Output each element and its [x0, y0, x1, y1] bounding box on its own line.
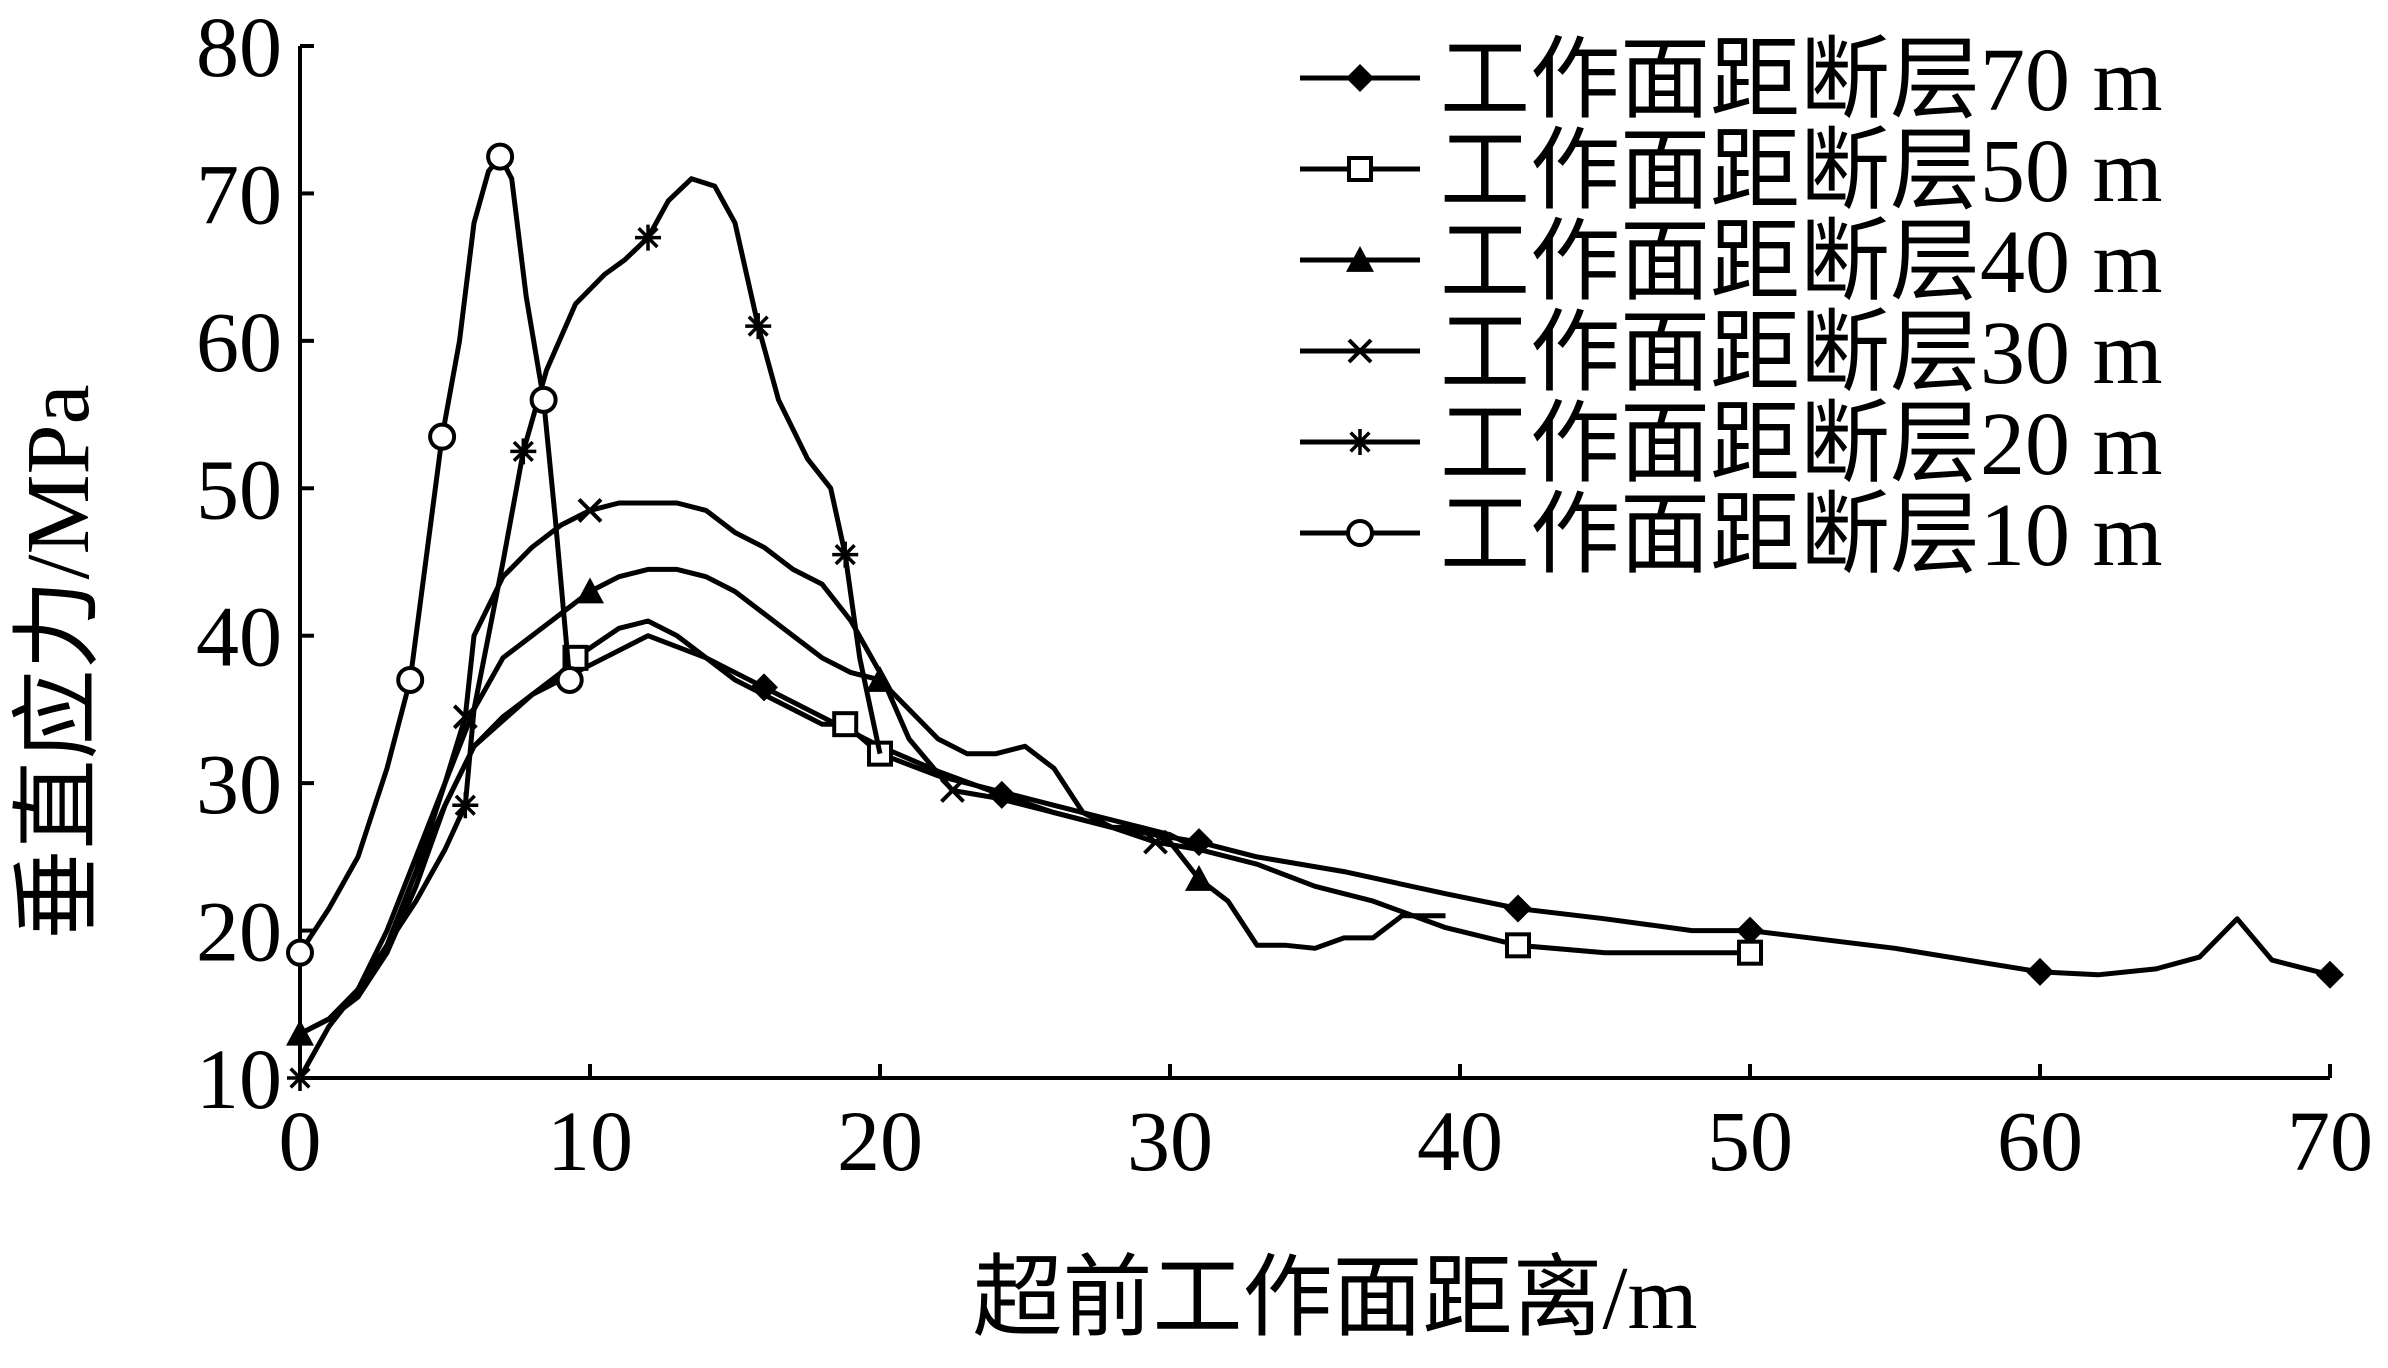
legend-label: 工作面距断层50 m [1440, 122, 2163, 221]
y-tick-label: 10 [196, 1031, 282, 1127]
data-point-cross [1347, 338, 1373, 364]
data-point-asterisk [635, 224, 661, 251]
data-point-triangle [1346, 246, 1374, 272]
data-point-diamond [2026, 957, 2054, 986]
y-tick-label: 70 [196, 146, 282, 242]
data-point-square [832, 711, 859, 738]
data-point-diamond [1504, 894, 1532, 923]
data-point-circle [555, 665, 584, 694]
series-line [298, 500, 1200, 1037]
data-point-circle [1346, 519, 1374, 547]
data-point-circle [428, 422, 457, 451]
x-tick-label: 20 [837, 1093, 923, 1189]
data-point-square [1347, 156, 1373, 182]
x-tick-label: 10 [547, 1093, 633, 1189]
data-point-cross [1143, 829, 1168, 855]
x-tick-label: 50 [1707, 1093, 1793, 1189]
legend-entry: 工作面距断层10 m [1300, 486, 2163, 585]
y-tick-label: 40 [196, 589, 282, 685]
series-1 [298, 633, 2344, 1037]
data-point-circle [396, 665, 425, 694]
data-point-diamond [1346, 64, 1374, 92]
legend-label: 工作面距断层70 m [1440, 31, 2163, 130]
data-point-cross [940, 778, 965, 803]
data-point-triangle [1185, 864, 1213, 891]
series-2 [298, 618, 1763, 1037]
data-point-asterisk [287, 1065, 313, 1091]
x-tick-label: 40 [1417, 1093, 1503, 1189]
y-tick-label: 80 [196, 0, 282, 95]
series-6 [286, 142, 584, 967]
series-line [298, 618, 1750, 1037]
series-5 [287, 176, 883, 1091]
data-point-square [1737, 939, 1763, 966]
y-ticks: 10 20 30 40 50 60 70 80 [196, 0, 314, 1127]
data-point-asterisk [1347, 429, 1373, 455]
series-4 [298, 497, 1200, 1037]
series-line [297, 154, 573, 955]
x-tick-label: 30 [1127, 1093, 1213, 1189]
series-line [298, 633, 2331, 1037]
legend-entry: 工作面距断层40 m [1300, 213, 2163, 312]
legend-label: 工作面距断层30 m [1440, 304, 2163, 403]
x-ticks: 0 10 20 30 40 50 60 70 [279, 1064, 2373, 1189]
x-axis-title: 超前工作面距离/m [972, 1249, 1697, 1348]
data-point-diamond [1736, 916, 1764, 945]
legend-label: 工作面距断层10 m [1440, 486, 2163, 585]
series-line [297, 176, 883, 1080]
legend-entry: 工作面距断层50 m [1300, 122, 2163, 221]
y-axis-title: 垂直应力/MPa [9, 384, 108, 939]
y-tick-label: 60 [196, 294, 282, 390]
data-point-cross [577, 497, 603, 523]
x-tick-label: 60 [1997, 1093, 2083, 1189]
data-point-circle [286, 938, 314, 967]
data-point-circle [486, 142, 515, 171]
y-tick-label: 50 [196, 441, 282, 537]
data-point-asterisk [452, 792, 479, 819]
data-point-diamond [750, 673, 778, 702]
legend-label: 工作面距断层20 m [1440, 395, 2163, 494]
data-point-asterisk [832, 541, 859, 568]
series-3 [286, 566, 1446, 1046]
data-point-diamond [2316, 960, 2344, 989]
legend-entry: 工作面距断层20 m [1300, 395, 2163, 494]
series-layer [286, 142, 2344, 1091]
legend-entry: 工作面距断层70 m [1300, 31, 2163, 130]
x-tick-label: 0 [279, 1093, 322, 1189]
data-point-square [1505, 932, 1531, 959]
data-point-asterisk [745, 313, 772, 340]
y-tick-label: 30 [196, 736, 282, 832]
data-point-triangle [576, 577, 604, 604]
data-point-asterisk [510, 438, 537, 465]
legend-label: 工作面距断层40 m [1440, 213, 2163, 312]
y-tick-label: 20 [196, 884, 282, 980]
axes [298, 46, 2330, 1080]
legend-entry: 工作面距断层30 m [1300, 304, 2163, 403]
data-point-circle [529, 385, 558, 414]
x-tick-label: 70 [2287, 1093, 2373, 1189]
